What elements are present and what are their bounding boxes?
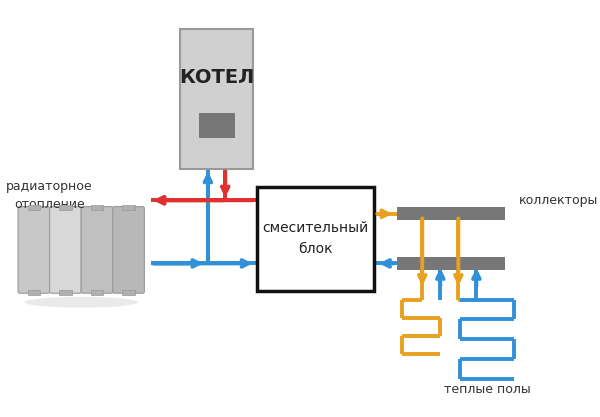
Ellipse shape [25,297,138,308]
FancyBboxPatch shape [113,206,145,293]
Bar [122,289,135,295]
Text: КОТЕЛ: КОТЕЛ [179,68,254,87]
Bar [257,187,374,291]
Bar [28,205,40,210]
Bar [28,289,40,295]
Bar [91,289,103,295]
Text: коллекторы: коллекторы [519,194,598,207]
Bar [397,208,505,220]
Bar [397,257,505,270]
Bar [199,113,235,138]
FancyBboxPatch shape [18,206,50,293]
Bar [181,29,253,169]
Bar [59,289,72,295]
FancyBboxPatch shape [81,206,113,293]
Text: радиаторное
отопление: радиаторное отопление [7,180,93,211]
Bar [91,205,103,210]
Bar [59,205,72,210]
Text: теплые полы: теплые полы [444,383,530,396]
FancyBboxPatch shape [50,206,81,293]
Bar [122,205,135,210]
Text: смесительный
блок: смесительный блок [263,221,369,256]
